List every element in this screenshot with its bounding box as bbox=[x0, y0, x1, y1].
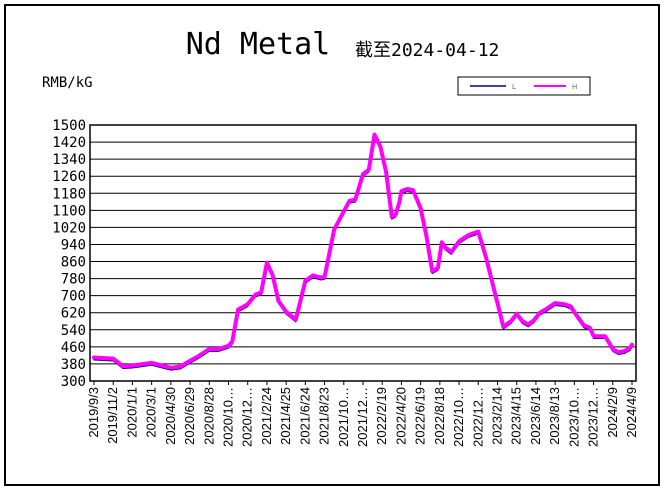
x-tick-label: 2022/8/18 bbox=[432, 387, 447, 445]
y-tick-label: 860 bbox=[61, 255, 86, 271]
x-tick-label: 2022/10… bbox=[451, 387, 466, 447]
y-axis: 3003804605406207007808609401020110011801… bbox=[52, 118, 86, 390]
x-tick-label: 2020/12… bbox=[240, 387, 255, 447]
y-tick-label: 620 bbox=[61, 306, 86, 322]
x-tick-label: 2023/4/15 bbox=[509, 387, 524, 445]
x-tick-label: 2023/10… bbox=[566, 387, 581, 447]
x-tick-label: 2020/4/30 bbox=[163, 387, 178, 445]
legend-box bbox=[457, 76, 591, 96]
x-tick-label: 2023/8/13 bbox=[547, 387, 562, 445]
x-tick-label: 2023/6/14 bbox=[528, 387, 543, 445]
y-tick-label: 940 bbox=[61, 237, 86, 253]
series-lines bbox=[92, 132, 634, 371]
plot-area-border bbox=[89, 124, 637, 382]
y-tick-label: 540 bbox=[61, 323, 86, 339]
y-tick-label: 1420 bbox=[52, 135, 86, 151]
y-tick-label: 1260 bbox=[52, 169, 86, 185]
x-tick-label: 2021/12… bbox=[355, 387, 370, 447]
y-tick-label: 300 bbox=[61, 374, 86, 390]
x-tick-label: 2020/6/29 bbox=[182, 387, 197, 445]
y-tick-label: 780 bbox=[61, 272, 86, 288]
y-tick-label: 1180 bbox=[52, 186, 86, 202]
y-tick-label: 1500 bbox=[52, 118, 86, 134]
x-tick-label: 2019/11/2 bbox=[105, 387, 120, 444]
legend-label-series-1: L bbox=[512, 83, 516, 91]
x-tick-label: 2021/6/24 bbox=[297, 387, 312, 445]
y-axis-unit-label: RMB/kG bbox=[42, 75, 93, 91]
legend-label-series-2: H bbox=[572, 83, 577, 91]
x-tick-label: 2021/8/23 bbox=[317, 387, 332, 445]
y-tick-label: 460 bbox=[61, 340, 86, 356]
y-tick-label: 1340 bbox=[52, 152, 86, 168]
x-tick-label: 2021/10… bbox=[336, 387, 351, 447]
x-tick-label: 2023/2/14 bbox=[490, 387, 505, 445]
x-tick-label: 2021/2/24 bbox=[259, 387, 274, 445]
x-tick-label: 2019/9/3 bbox=[86, 387, 101, 438]
y-tick-label: 1020 bbox=[52, 220, 86, 236]
y-tick-label: 1100 bbox=[52, 203, 86, 219]
x-tick-label: 2022/4/20 bbox=[393, 387, 408, 445]
x-axis: 2019/9/3 2019/11/2 2020/1/1 2020/3/1 2020/4/… bbox=[86, 381, 639, 447]
series-line-2 bbox=[92, 132, 634, 370]
x-tick-label: 2024/2/9 bbox=[605, 387, 620, 438]
y-tick-label: 700 bbox=[61, 289, 86, 305]
x-tick-label: 2024/4/9 bbox=[624, 387, 639, 438]
x-tick-label: 2022/6/19 bbox=[413, 387, 428, 445]
x-tick-label: 2022/12… bbox=[470, 387, 485, 447]
y-tick-label: 380 bbox=[61, 357, 86, 373]
x-tick-label: 2020/3/1 bbox=[144, 387, 159, 438]
x-tick-label: 2023/12… bbox=[586, 387, 601, 447]
date-stamp: 截至2024-04-12 bbox=[355, 40, 499, 61]
chart-title: Nd Metal bbox=[186, 27, 331, 62]
legend: L H bbox=[457, 76, 591, 96]
x-tick-label: 2020/10… bbox=[221, 387, 236, 447]
x-tick-label: 2021/4/25 bbox=[278, 387, 293, 445]
x-tick-label: 2020/8/28 bbox=[201, 387, 216, 445]
x-tick-label: 2022/2/19 bbox=[374, 387, 389, 445]
x-tick-label: 2020/1/1 bbox=[124, 387, 139, 438]
gridlines bbox=[90, 124, 636, 382]
